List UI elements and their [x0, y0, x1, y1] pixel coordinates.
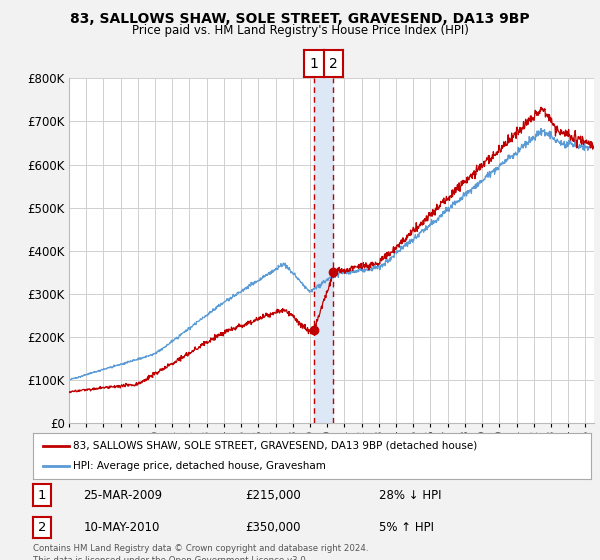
Bar — [314, 78, 334, 423]
Text: 83, SALLOWS SHAW, SOLE STREET, GRAVESEND, DA13 9BP (detached house): 83, SALLOWS SHAW, SOLE STREET, GRAVESEND… — [73, 441, 478, 451]
Text: £350,000: £350,000 — [245, 521, 301, 534]
Text: 1: 1 — [38, 488, 46, 502]
Text: 2: 2 — [329, 57, 338, 71]
Text: 10-MAY-2010: 10-MAY-2010 — [83, 521, 160, 534]
Text: Price paid vs. HM Land Registry's House Price Index (HPI): Price paid vs. HM Land Registry's House … — [131, 24, 469, 38]
Text: £215,000: £215,000 — [245, 488, 301, 502]
Text: 5% ↑ HPI: 5% ↑ HPI — [379, 521, 434, 534]
Text: 28% ↓ HPI: 28% ↓ HPI — [379, 488, 442, 502]
Text: 2: 2 — [38, 521, 46, 534]
Text: HPI: Average price, detached house, Gravesham: HPI: Average price, detached house, Grav… — [73, 461, 326, 471]
Text: Contains HM Land Registry data © Crown copyright and database right 2024.
This d: Contains HM Land Registry data © Crown c… — [33, 544, 368, 560]
Text: 1: 1 — [310, 57, 319, 71]
Text: 25-MAR-2009: 25-MAR-2009 — [83, 488, 163, 502]
Text: 83, SALLOWS SHAW, SOLE STREET, GRAVESEND, DA13 9BP: 83, SALLOWS SHAW, SOLE STREET, GRAVESEND… — [70, 12, 530, 26]
